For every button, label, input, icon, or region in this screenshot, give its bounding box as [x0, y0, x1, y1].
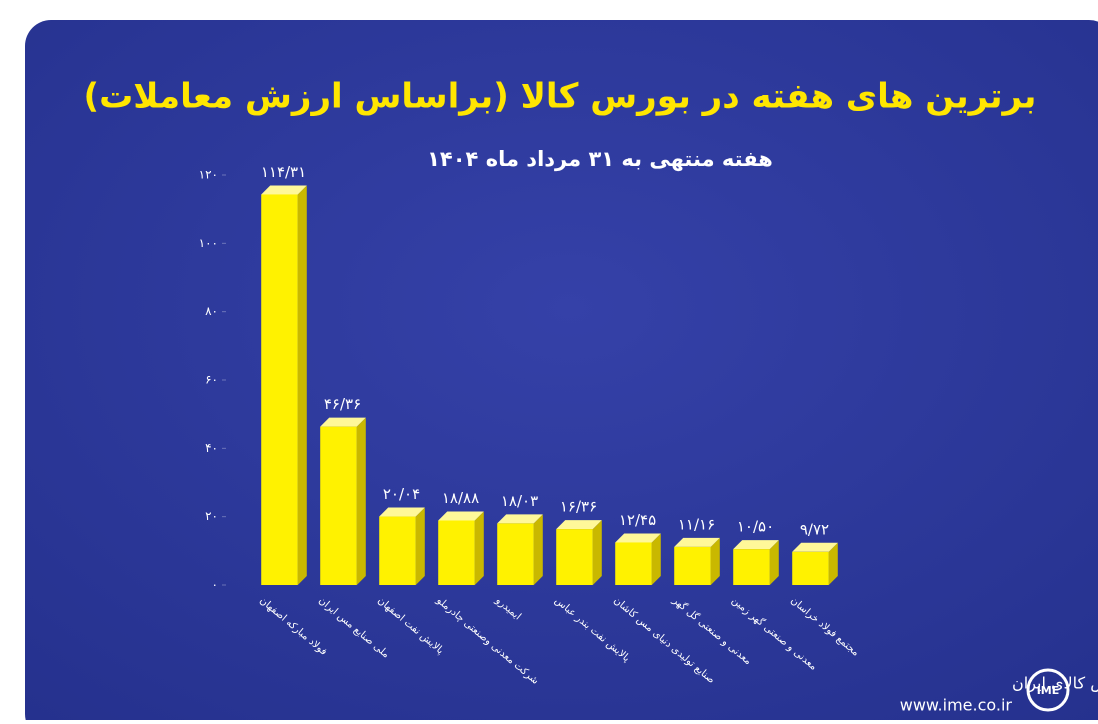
value-label: ۴۶/۳۶: [324, 395, 361, 413]
bar-side: [710, 537, 720, 585]
bar-side: [533, 514, 543, 585]
value-label: ۱۰/۵۰: [737, 518, 774, 536]
y-tick-label: ۱۰۰: [199, 236, 218, 250]
bar: [674, 546, 711, 585]
bar: [733, 549, 770, 585]
y-tick-label: ۰: [212, 578, 218, 592]
bar-side: [356, 417, 366, 585]
bar: [320, 426, 357, 585]
y-tick-label: ۱۲۰: [199, 168, 218, 182]
y-tick-label: ۲۰: [205, 509, 218, 523]
bar-side: [769, 540, 779, 585]
bar-top: [438, 511, 484, 521]
bar-side: [297, 185, 307, 585]
bar-top: [733, 540, 779, 550]
brand-url: www.ime.co.ir: [900, 696, 1013, 715]
chart-subtitle: هفته منتهی به ۳۱ مرداد ماه ۱۴۰۴: [427, 147, 773, 171]
value-label: ۱۲/۴۵: [619, 511, 656, 529]
value-label: ۲۰/۰۴: [383, 485, 420, 503]
y-tick-label: ۸۰: [205, 304, 218, 318]
value-label: ۱۸/۸۸: [442, 489, 479, 507]
bar-top: [792, 542, 838, 552]
bar: [379, 516, 416, 585]
value-label: ۱۱۴/۳۱: [261, 163, 306, 181]
bar-top: [379, 507, 425, 517]
bar: [792, 551, 829, 585]
logo-mark: IME: [1037, 684, 1060, 697]
bar: [438, 520, 475, 585]
bar-side: [415, 507, 425, 585]
bar: [556, 529, 593, 585]
bar-top: [674, 537, 720, 547]
bar-top: [556, 520, 602, 530]
value-label: ۱۱/۱۶: [678, 515, 715, 533]
bar-top: [615, 533, 661, 543]
bar-side: [651, 533, 661, 585]
value-label: ۱۶/۳۶: [560, 498, 597, 516]
y-tick-label: ۴۰: [205, 441, 218, 455]
bar-top: [320, 417, 366, 427]
bar-side: [828, 542, 838, 585]
bar-side: [592, 520, 602, 585]
bar-side: [474, 511, 484, 585]
value-label: ۹/۷۲: [800, 520, 829, 538]
bar: [261, 194, 298, 585]
bar: [497, 523, 534, 585]
brand-name: بورس کالای ایران: [1012, 674, 1098, 694]
bar-top: [261, 185, 307, 195]
bar: [615, 542, 652, 585]
panel: [25, 20, 1098, 724]
chart-title: برترین های هفته در بورس کالا (براساس ارز…: [84, 77, 1037, 117]
logo-ring: [1026, 668, 1070, 712]
bar-top: [497, 514, 543, 524]
value-label: ۱۸/۰۳: [501, 492, 538, 510]
y-tick-label: ۶۰: [205, 373, 218, 387]
